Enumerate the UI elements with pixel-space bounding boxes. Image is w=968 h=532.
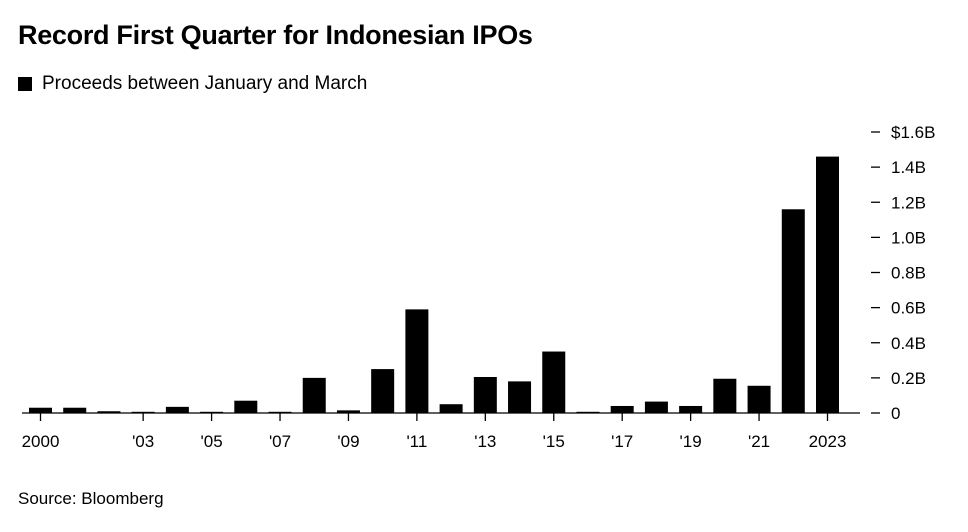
x-tick-label: 2000 <box>22 432 60 451</box>
bar <box>336 410 360 413</box>
bar <box>542 351 566 413</box>
bar <box>713 378 737 413</box>
bar <box>302 377 326 413</box>
bar <box>165 406 189 413</box>
chart-title: Record First Quarter for Indonesian IPOs <box>18 20 533 50</box>
x-tick-label: '05 <box>201 432 223 451</box>
y-tick-label: 1.4B <box>891 158 926 177</box>
x-tick-label: '19 <box>680 432 702 451</box>
bar <box>679 405 703 413</box>
legend: Proceeds between January and March <box>18 72 367 96</box>
bar <box>29 407 52 413</box>
bar <box>97 411 121 413</box>
x-tick-label: '09 <box>337 432 359 451</box>
bar <box>781 209 805 413</box>
bar <box>747 385 771 413</box>
bar <box>816 156 839 413</box>
bar <box>234 400 258 413</box>
bar <box>371 369 395 413</box>
y-tick-label: 1.0B <box>891 228 926 247</box>
bar <box>473 376 497 413</box>
y-tick-label: 0.6B <box>891 299 926 318</box>
y-tick-label: 0.2B <box>891 369 926 388</box>
bar <box>63 407 87 413</box>
legend-label: Proceeds between January and March <box>42 73 368 94</box>
x-tick-label: '15 <box>543 432 565 451</box>
y-tick-label: 0.8B <box>891 264 926 283</box>
source-note: Source: Bloomberg <box>18 489 164 508</box>
bar <box>405 309 429 413</box>
x-tick-label: '07 <box>269 432 291 451</box>
bar <box>508 381 532 413</box>
bar <box>439 404 463 413</box>
y-tick-label: 0.4B <box>891 334 926 353</box>
x-tick-label: '21 <box>748 432 770 451</box>
y-tick-label: 1.2B <box>891 193 926 212</box>
x-tick-label: 2023 <box>809 432 847 451</box>
x-tick-label: '17 <box>611 432 633 451</box>
x-tick-label: '03 <box>132 432 154 451</box>
legend-swatch <box>18 77 32 91</box>
bar <box>644 401 668 413</box>
bar <box>610 405 634 413</box>
x-tick-label: '11 <box>406 432 427 451</box>
y-tick-label: $1.6B <box>891 123 935 142</box>
y-tick-label: 0 <box>891 404 900 423</box>
x-tick-label: '13 <box>474 432 496 451</box>
